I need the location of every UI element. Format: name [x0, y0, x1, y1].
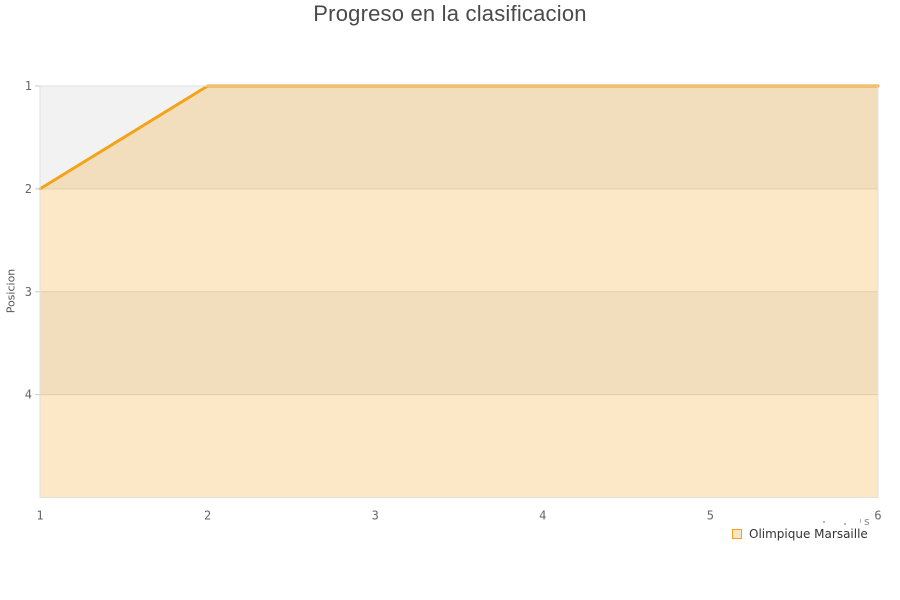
x-axis-label: 4: [539, 509, 546, 523]
x-axis-label: 3: [372, 509, 379, 523]
chart-title: Progreso en la clasificacion: [313, 1, 587, 26]
legend-swatch-icon: [732, 529, 742, 539]
x-axis-label: 6: [874, 509, 881, 523]
legend-item-olimpique-marsaille[interactable]: Olimpique Marsaille: [732, 527, 868, 541]
watermark-dot: [823, 521, 825, 523]
watermark-dot: [844, 523, 846, 525]
y-axis-label: 1: [25, 79, 32, 93]
plot-band: [40, 394, 878, 498]
area-fill: [40, 86, 878, 498]
x-axis-label: 2: [204, 509, 211, 523]
watermark-dot: [860, 519, 861, 523]
plot-band: [40, 188, 878, 292]
legend: Olimpique Marsaille: [732, 527, 868, 541]
y-axis-label: 2: [25, 182, 32, 196]
plot-band: [40, 291, 878, 395]
x-axis-label: 1: [36, 509, 43, 523]
x-axis-label: 5: [707, 509, 714, 523]
watermark-fragment: s: [864, 515, 870, 528]
y-axis-title: Posicion: [4, 268, 18, 314]
legend-label: Olimpique Marsaille: [749, 527, 868, 541]
y-axis-label: 3: [25, 285, 32, 299]
y-axis-label: 4: [25, 388, 32, 402]
